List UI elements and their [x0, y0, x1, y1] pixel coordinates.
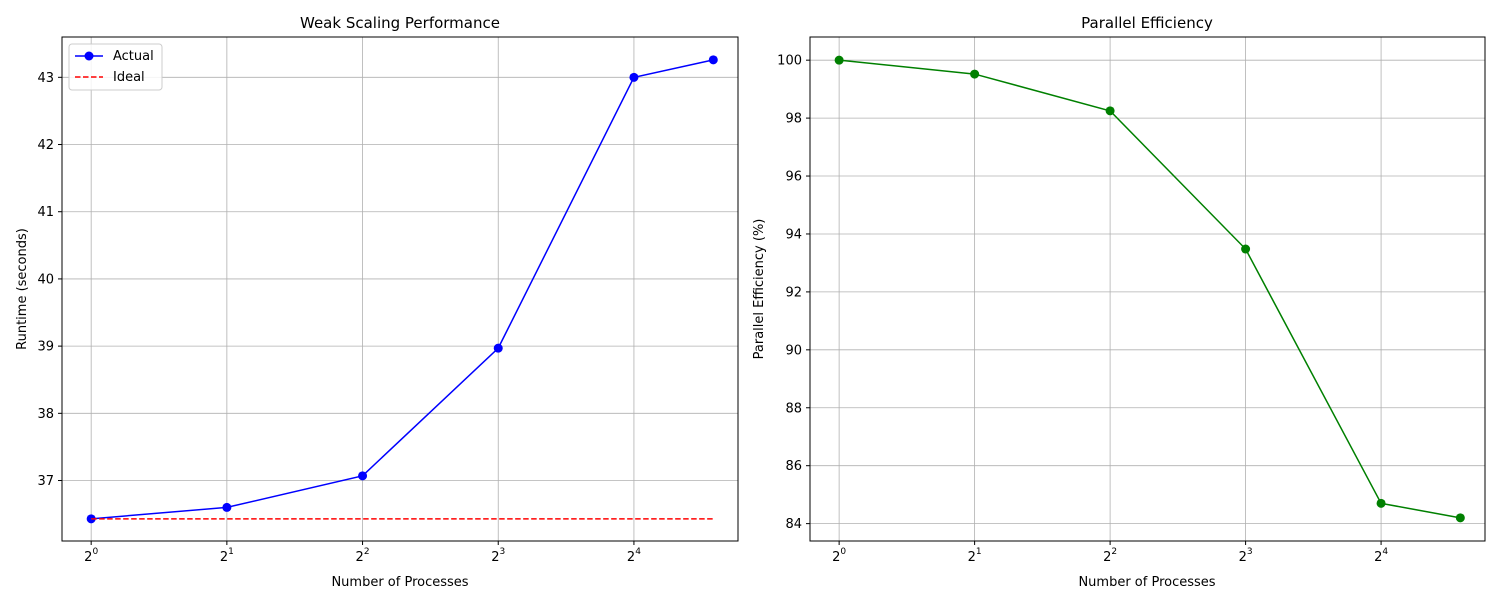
tick-exponent: 0: [92, 547, 98, 557]
efficiency-y-tick-label: 84: [785, 517, 802, 532]
efficiency-y-tick-label: 88: [785, 401, 802, 416]
runtime-x-axis-label: Number of Processes: [331, 575, 468, 590]
runtime-data-point: [358, 471, 368, 481]
efficiency-x-tick-label: 20: [832, 547, 846, 565]
legend-actual-label: Actual: [113, 49, 154, 64]
efficiency-data-point: [834, 55, 844, 65]
efficiency-y-tick-label: 96: [785, 170, 802, 185]
efficiency-y-tick-label: 92: [785, 285, 802, 300]
runtime-y-tick-label: 37: [37, 474, 54, 489]
runtime-series-line-0: [91, 59, 714, 520]
efficiency-data-point: [970, 69, 980, 79]
tick-exponent: 3: [500, 547, 506, 557]
legend-actual-marker: [84, 51, 94, 61]
runtime-x-tick-label: 23: [491, 547, 505, 565]
efficiency-data-point: [1455, 513, 1465, 523]
runtime-x-tick-label: 21: [220, 547, 234, 565]
runtime-y-axis-label: Runtime (seconds): [15, 228, 30, 350]
efficiency-y-axis-label: Parallel Efficiency (%): [752, 219, 767, 360]
efficiency-chart-title: Parallel Efficiency: [1081, 14, 1213, 32]
runtime-chart-title: Weak Scaling Performance: [300, 14, 500, 32]
tick-base: 2: [491, 550, 499, 565]
legend-ideal-label: Ideal: [113, 70, 145, 85]
efficiency-series: [834, 55, 1465, 523]
efficiency-y-tick-label: 94: [785, 227, 802, 242]
tick-base: 2: [1239, 550, 1247, 565]
runtime-plot-frame: [61, 36, 739, 542]
efficiency-x-axis-label: Number of Processes: [1078, 575, 1215, 590]
efficiency-y-tick-label: 100: [777, 54, 802, 69]
efficiency-data-point: [1376, 498, 1386, 508]
runtime-grid: [62, 37, 738, 541]
runtime-y-tick-label: 40: [37, 272, 54, 287]
runtime-series: [86, 55, 718, 524]
tick-exponent: 1: [228, 547, 234, 557]
tick-base: 2: [84, 550, 92, 565]
tick-exponent: 2: [364, 547, 370, 557]
tick-base: 2: [220, 550, 228, 565]
runtime-y-tick-label: 43: [37, 71, 54, 86]
tick-exponent: 2: [1111, 547, 1117, 557]
efficiency-x-tick-label: 22: [1103, 547, 1117, 565]
runtime-x-tick-label: 22: [356, 547, 370, 565]
efficiency-y-tick-label: 90: [785, 343, 802, 358]
efficiency-y-tick-label: 86: [785, 459, 802, 474]
runtime-x-tick-label: 24: [627, 547, 641, 565]
efficiency-data-point: [1241, 244, 1251, 254]
efficiency-plot-frame: [809, 36, 1486, 542]
runtime-data-point: [222, 502, 232, 512]
tick-exponent: 1: [976, 547, 982, 557]
tick-base: 2: [968, 550, 976, 565]
efficiency-x-tick-label: 24: [1374, 547, 1388, 565]
tick-exponent: 0: [840, 547, 846, 557]
runtime-data-point: [629, 72, 639, 82]
tick-exponent: 4: [635, 547, 641, 557]
tick-exponent: 3: [1247, 547, 1253, 557]
efficiency-grid: [810, 37, 1485, 541]
runtime-y-tick-label: 38: [37, 407, 54, 422]
runtime-x-tick-label: 20: [84, 547, 98, 565]
efficiency-y-tick-label: 98: [785, 112, 802, 127]
runtime-data-point: [493, 343, 503, 353]
efficiency-data-point: [1105, 106, 1115, 116]
tick-base: 2: [627, 550, 635, 565]
runtime-y-tick-label: 39: [37, 340, 54, 355]
efficiency-chart: Parallel Efficiency 20 21 22 23 248486889092…: [752, 14, 1486, 590]
tick-exponent: 4: [1382, 547, 1388, 557]
runtime-legend: Actual Ideal: [68, 43, 163, 91]
efficiency-x-tick-label: 21: [968, 547, 982, 565]
runtime-y-tick-label: 42: [37, 138, 54, 153]
efficiency-series-line-0: [839, 59, 1461, 519]
tick-base: 2: [1103, 550, 1111, 565]
runtime-data-point: [708, 55, 718, 65]
runtime-y-tick-label: 41: [37, 205, 54, 220]
tick-base: 2: [356, 550, 364, 565]
tick-base: 2: [1374, 550, 1382, 565]
efficiency-x-tick-label: 23: [1239, 547, 1253, 565]
tick-base: 2: [832, 550, 840, 565]
runtime-chart: Weak Scaling Performance 20 21 22 23 2437383…: [15, 14, 739, 590]
